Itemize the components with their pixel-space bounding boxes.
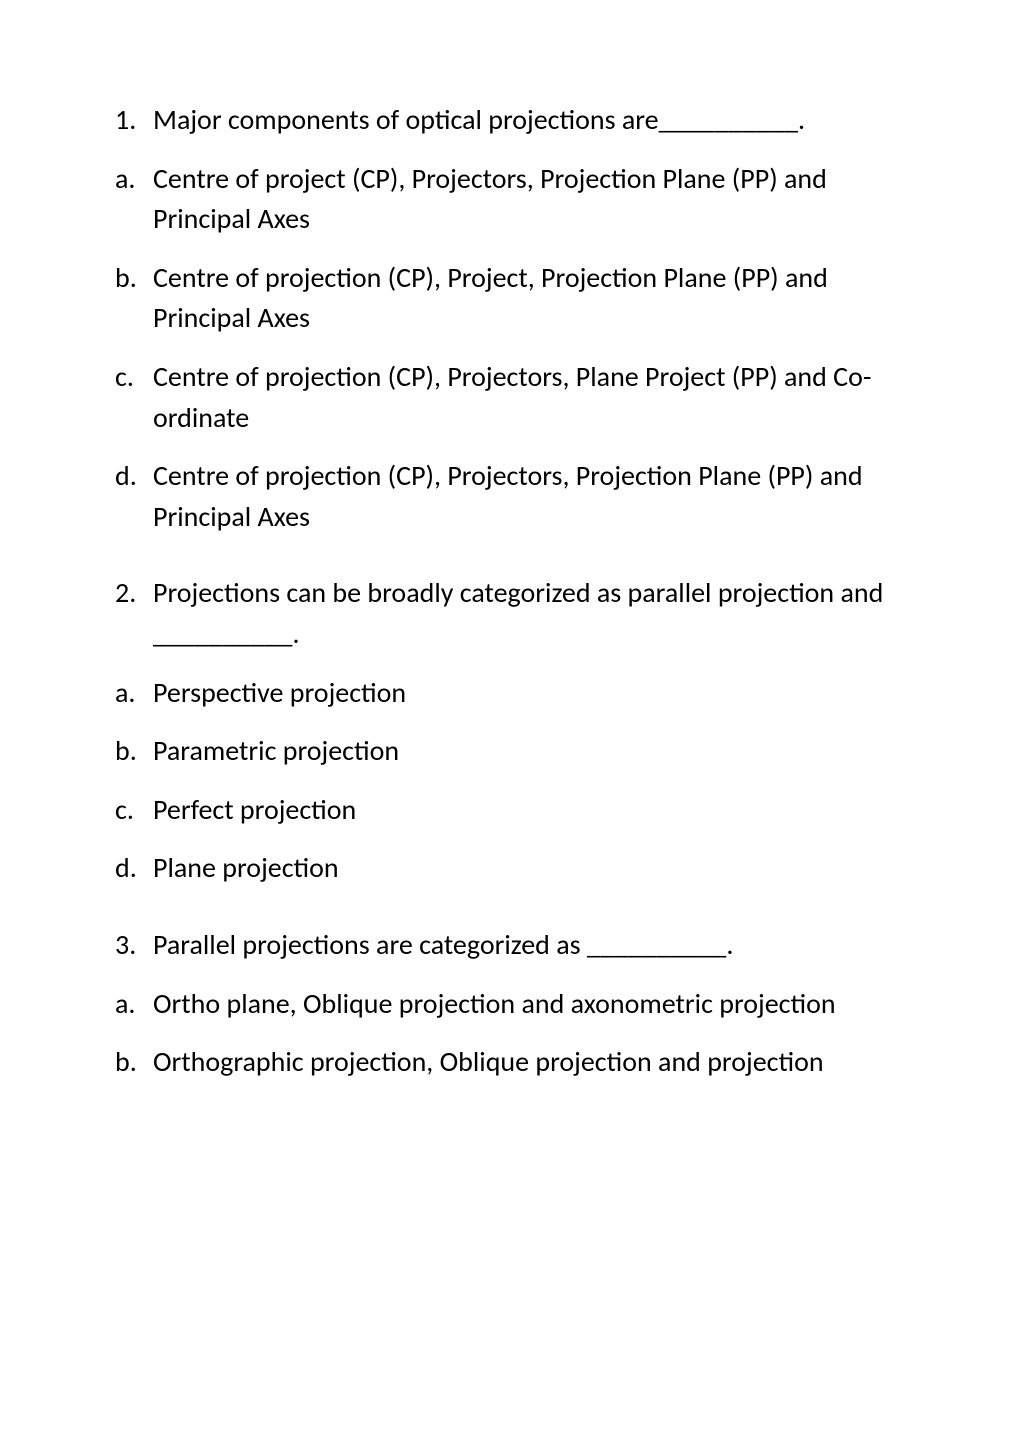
option-text: Centre of project (CP), Projectors, Proj… <box>153 161 827 237</box>
q1-option-a: a.Centre of project (CP), Projectors, Pr… <box>115 159 905 240</box>
option-marker: d. <box>115 848 153 889</box>
q1-option-b: b.Centre of projection (CP), Project, Pr… <box>115 258 905 339</box>
option-marker: a. <box>115 159 153 200</box>
option-marker: c. <box>115 357 153 398</box>
question-1: 1.Major components of optical projection… <box>115 100 905 141</box>
option-marker: b. <box>115 1042 153 1083</box>
option-text: Parametric projection <box>153 733 399 768</box>
question-1-block: 1.Major components of optical projection… <box>115 100 905 537</box>
option-text: Centre of projection (CP), Projectors, P… <box>153 458 863 534</box>
question-number: 1. <box>115 100 153 141</box>
q2-option-a: a.Perspective projection <box>115 673 905 714</box>
question-number: 2. <box>115 573 153 614</box>
question-2: 2.Projections can be broadly categorized… <box>115 573 905 654</box>
question-3: 3.Parallel projections are categorized a… <box>115 925 905 966</box>
q1-option-d: d.Centre of projection (CP), Projectors,… <box>115 456 905 537</box>
option-text: Perfect projection <box>153 792 356 827</box>
question-text: Parallel projections are categorized as … <box>153 927 733 962</box>
q3-option-b: b.Orthographic projection, Oblique proje… <box>115 1042 905 1083</box>
question-number: 3. <box>115 925 153 966</box>
option-marker: a. <box>115 984 153 1025</box>
option-text: Centre of projection (CP), Projectors, P… <box>153 359 871 435</box>
q3-option-a: a.Ortho plane, Oblique projection and ax… <box>115 984 905 1025</box>
option-text: Centre of projection (CP), Project, Proj… <box>153 260 828 336</box>
option-marker: b. <box>115 258 153 299</box>
option-text: Orthographic projection, Oblique project… <box>153 1044 824 1079</box>
option-text: Plane projection <box>153 850 339 885</box>
q2-option-d: d.Plane projection <box>115 848 905 889</box>
document-page: 1.Major components of optical projection… <box>0 0 1020 1443</box>
question-text: Major components of optical projections … <box>153 102 805 137</box>
option-text: Ortho plane, Oblique projection and axon… <box>153 986 836 1021</box>
option-marker: a. <box>115 673 153 714</box>
option-marker: c. <box>115 790 153 831</box>
q2-option-b: b.Parametric projection <box>115 731 905 772</box>
question-2-block: 2.Projections can be broadly categorized… <box>115 573 905 889</box>
question-3-block: 3.Parallel projections are categorized a… <box>115 925 905 1083</box>
q2-option-c: c.Perfect projection <box>115 790 905 831</box>
option-text: Perspective projection <box>153 675 406 710</box>
q1-option-c: c.Centre of projection (CP), Projectors,… <box>115 357 905 438</box>
option-marker: b. <box>115 731 153 772</box>
question-text: Projections can be broadly categorized a… <box>153 575 883 651</box>
option-marker: d. <box>115 456 153 497</box>
